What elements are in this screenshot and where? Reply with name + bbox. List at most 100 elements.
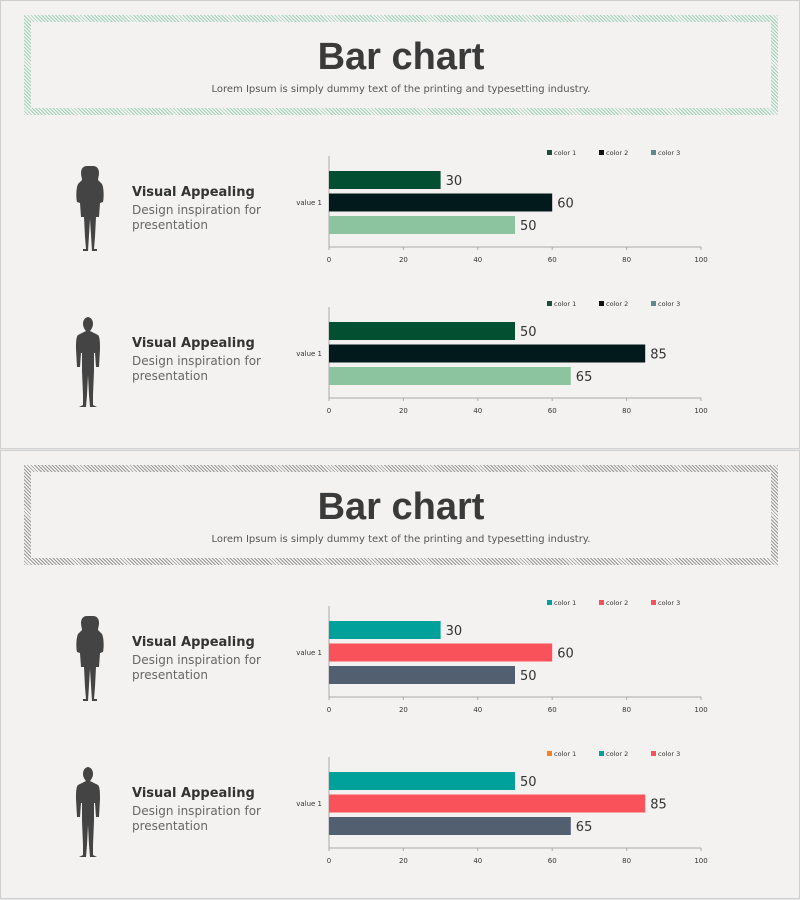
bar-data-label: 50 bbox=[520, 325, 537, 340]
woman-silhouette-icon bbox=[71, 164, 105, 270]
legend-swatch bbox=[651, 301, 656, 306]
feature-description: Design inspiration for presentation bbox=[132, 653, 261, 682]
slide-title: Bar chart bbox=[317, 36, 485, 78]
man-silhouette-icon bbox=[71, 315, 105, 421]
bar-chart: 0 20 40 60 80 100 value 1 50 85 65 color 1 color 2 c… bbox=[296, 750, 708, 865]
feature-heading: Visual Appealing bbox=[132, 336, 255, 351]
legend-label: color 2 bbox=[606, 300, 628, 308]
x-tick-label: 20 bbox=[399, 407, 408, 415]
bar-chart: 0 20 40 60 80 100 value 1 30 60 50 color 1 color 2 c… bbox=[296, 599, 708, 714]
x-tick-label: 60 bbox=[548, 407, 557, 415]
x-tick-label: 60 bbox=[548, 857, 557, 865]
feature-description: Design inspiration for presentation bbox=[132, 354, 261, 383]
bar bbox=[329, 171, 441, 189]
bar bbox=[329, 772, 515, 790]
bar bbox=[329, 193, 553, 212]
bar bbox=[329, 367, 571, 385]
x-tick-label: 0 bbox=[327, 706, 331, 714]
bar bbox=[329, 621, 441, 639]
legend-label: color 3 bbox=[658, 300, 680, 308]
x-tick-label: 20 bbox=[399, 256, 408, 264]
legend-label: color 3 bbox=[658, 149, 680, 157]
slide-subtitle: Lorem Ipsum is simply dummy text of the … bbox=[211, 84, 591, 95]
x-tick-label: 80 bbox=[622, 256, 631, 264]
feature-text: Visual Appealing Design inspiration for p… bbox=[132, 336, 262, 384]
bar-data-label: 50 bbox=[520, 775, 537, 790]
x-tick-label: 40 bbox=[473, 857, 482, 865]
legend-swatch bbox=[599, 150, 604, 155]
legend-label: color 1 bbox=[554, 599, 576, 607]
bar-data-label: 65 bbox=[576, 370, 593, 385]
legend-swatch bbox=[547, 751, 552, 756]
legend-label: color 2 bbox=[606, 149, 628, 157]
bar-chart: 0 20 40 60 80 100 value 1 30 60 50 color 1 color 2 c… bbox=[296, 149, 708, 264]
category-label: value 1 bbox=[296, 800, 322, 808]
feature-description: Design inspiration for presentation bbox=[132, 203, 261, 232]
title-box: Bar chart Lorem Ipsum is simply dummy tex… bbox=[31, 472, 771, 558]
legend-swatch bbox=[599, 301, 604, 306]
title-frame: Bar chart Lorem Ipsum is simply dummy tex… bbox=[24, 465, 778, 565]
slide: Bar chart Lorem Ipsum is simply dummy tex… bbox=[0, 0, 800, 449]
legend-label: color 1 bbox=[554, 300, 576, 308]
legend-label: color 1 bbox=[554, 750, 576, 758]
feature-description: Design inspiration for presentation bbox=[132, 804, 261, 833]
bar-chart: 0 20 40 60 80 100 value 1 50 85 65 color 1 color 2 c… bbox=[296, 300, 708, 415]
legend-label: color 1 bbox=[554, 149, 576, 157]
x-tick-label: 100 bbox=[694, 857, 707, 865]
feature-heading: Visual Appealing bbox=[132, 185, 255, 200]
bar-data-label: 65 bbox=[576, 820, 593, 835]
x-tick-label: 40 bbox=[473, 256, 482, 264]
legend-swatch bbox=[651, 150, 656, 155]
man-silhouette-icon bbox=[71, 765, 105, 871]
slide-subtitle: Lorem Ipsum is simply dummy text of the … bbox=[211, 534, 591, 545]
bar bbox=[329, 643, 553, 662]
legend-label: color 3 bbox=[658, 599, 680, 607]
bar-data-label: 50 bbox=[520, 669, 537, 684]
bar bbox=[329, 666, 515, 684]
legend-label: color 2 bbox=[606, 599, 628, 607]
title-frame: Bar chart Lorem Ipsum is simply dummy tex… bbox=[24, 15, 778, 115]
category-label: value 1 bbox=[296, 649, 322, 657]
x-tick-label: 80 bbox=[622, 706, 631, 714]
feature-text: Visual Appealing Design inspiration for p… bbox=[132, 786, 262, 834]
x-tick-label: 60 bbox=[548, 706, 557, 714]
legend-swatch bbox=[599, 600, 604, 605]
x-tick-label: 0 bbox=[327, 256, 331, 264]
bar-data-label: 60 bbox=[557, 197, 574, 212]
bar-data-label: 85 bbox=[650, 348, 667, 363]
feature-text: Visual Appealing Design inspiration for p… bbox=[132, 185, 262, 233]
slide-title: Bar chart bbox=[317, 486, 485, 528]
x-tick-label: 40 bbox=[473, 706, 482, 714]
x-tick-label: 0 bbox=[327, 407, 331, 415]
x-tick-label: 100 bbox=[694, 407, 707, 415]
feature-heading: Visual Appealing bbox=[132, 635, 255, 650]
x-tick-label: 80 bbox=[622, 407, 631, 415]
bar-data-label: 85 bbox=[650, 798, 667, 813]
bar bbox=[329, 322, 515, 340]
bar bbox=[329, 216, 515, 234]
x-tick-label: 20 bbox=[399, 857, 408, 865]
title-box: Bar chart Lorem Ipsum is simply dummy tex… bbox=[31, 22, 771, 108]
bar-data-label: 30 bbox=[446, 174, 463, 189]
bar bbox=[329, 344, 646, 363]
slide: Bar chart Lorem Ipsum is simply dummy tex… bbox=[0, 450, 800, 899]
x-tick-label: 0 bbox=[327, 857, 331, 865]
x-tick-label: 80 bbox=[622, 857, 631, 865]
legend-swatch bbox=[651, 751, 656, 756]
feature-text: Visual Appealing Design inspiration for p… bbox=[132, 635, 262, 683]
x-tick-label: 40 bbox=[473, 407, 482, 415]
legend-swatch bbox=[547, 150, 552, 155]
x-tick-label: 100 bbox=[694, 706, 707, 714]
legend-swatch bbox=[547, 600, 552, 605]
woman-silhouette-icon bbox=[71, 614, 105, 720]
bar bbox=[329, 794, 646, 813]
bar-data-label: 60 bbox=[557, 647, 574, 662]
bar-data-label: 30 bbox=[446, 624, 463, 639]
legend-swatch bbox=[599, 751, 604, 756]
x-tick-label: 60 bbox=[548, 256, 557, 264]
x-tick-label: 100 bbox=[694, 256, 707, 264]
feature-heading: Visual Appealing bbox=[132, 786, 255, 801]
x-tick-label: 20 bbox=[399, 706, 408, 714]
legend-label: color 3 bbox=[658, 750, 680, 758]
category-label: value 1 bbox=[296, 199, 322, 207]
